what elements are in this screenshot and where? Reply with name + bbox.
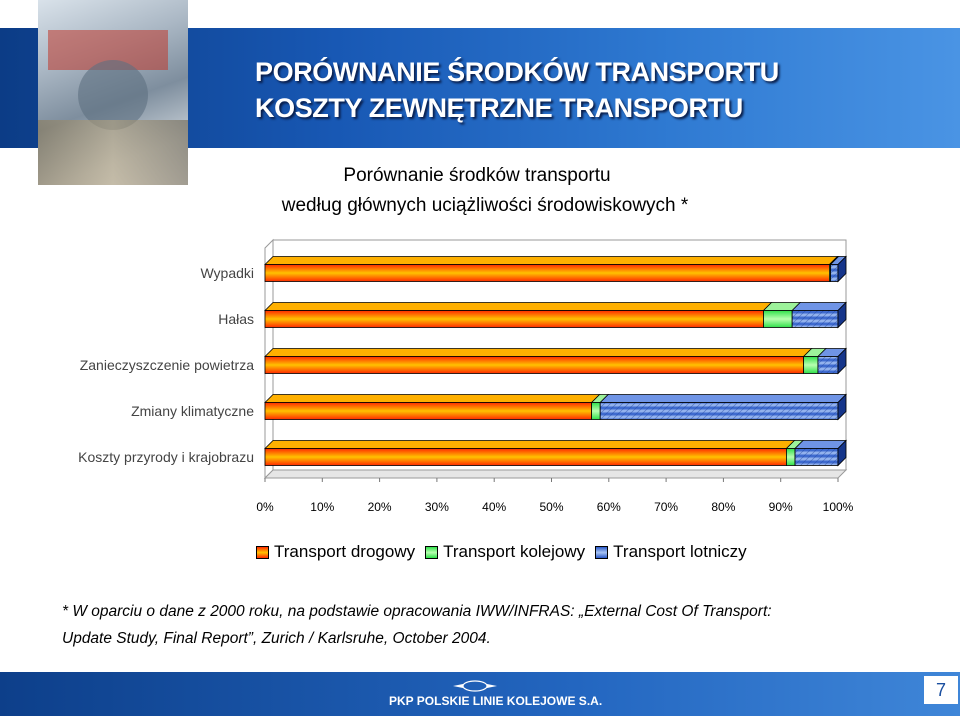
footnote-line2: Update Study, Final Report”, Zurich / Ka…	[62, 630, 491, 647]
legend-label-rail: Transport kolejowy	[443, 542, 586, 561]
footnote-line1: * W oparciu o dane z 2000 roku, na podst…	[62, 603, 772, 620]
bar-segment	[264, 402, 593, 420]
bar-segment	[599, 402, 839, 420]
pkp-logo-icon	[453, 680, 497, 692]
footer-bar: PKP POLSKIE LINIE KOLEJOWE S.A.	[0, 672, 960, 716]
bar-end-face	[837, 439, 847, 467]
bar-end-face	[837, 393, 847, 421]
bar-segment	[264, 356, 805, 374]
x-tick-label: 70%	[654, 500, 678, 514]
x-tick-label: 40%	[482, 500, 506, 514]
bar-segment	[817, 356, 839, 374]
x-tick-label: 80%	[711, 500, 735, 514]
category-label: Zmiany klimatyczne	[131, 403, 254, 419]
slide-subtitle: KOSZTY ZEWNĘTRZNE TRANSPORTU	[255, 93, 743, 123]
bar-segment	[264, 310, 764, 328]
bar-segment-top	[791, 302, 847, 311]
bar-segment	[763, 310, 793, 328]
bar-segment	[791, 310, 839, 328]
bar-segment	[264, 264, 830, 282]
bar-segment	[591, 402, 601, 420]
chart-title-line1: Porównanie środków transportu	[343, 165, 611, 186]
bar-segment-top	[264, 440, 796, 449]
bar-segment-top	[264, 256, 839, 265]
legend-label-air: Transport lotniczy	[613, 542, 747, 561]
header-photo-collage	[38, 0, 188, 185]
bar-segment-top	[264, 348, 813, 357]
x-tick-label: 60%	[597, 500, 621, 514]
x-tick-label: 100%	[823, 500, 854, 514]
bar-segment	[794, 448, 839, 466]
legend-label-road: Transport drogowy	[274, 542, 416, 561]
company-name: PKP POLSKIE LINIE KOLEJOWE S.A.	[389, 694, 603, 708]
x-tick-label: 10%	[310, 500, 334, 514]
category-label: Hałas	[218, 311, 254, 327]
bar-segment-top	[599, 394, 847, 403]
bar-end-face	[837, 255, 847, 283]
bar-segment-top	[794, 440, 847, 449]
category-label: Zanieczyszczenie powietrza	[80, 357, 255, 373]
bar-segment	[264, 448, 787, 466]
bar-segment-top	[264, 302, 773, 311]
bar-end-face	[837, 347, 847, 375]
legend-item-road: Transport drogowy	[256, 542, 415, 562]
bar-end-face	[837, 301, 847, 329]
x-tick-label: 0%	[256, 500, 274, 514]
category-label: Koszty przyrody i krajobrazu	[78, 449, 254, 465]
bar-segment	[786, 448, 796, 466]
x-tick-label: 30%	[425, 500, 449, 514]
bar-segment-top	[264, 394, 601, 403]
page-number: 7	[924, 676, 958, 704]
x-tick-label: 90%	[769, 500, 793, 514]
bar-segment	[803, 356, 819, 374]
chart-floor	[263, 469, 848, 479]
legend-swatch-rail	[425, 545, 439, 559]
legend-swatch-road	[256, 545, 269, 559]
bar-segment	[830, 264, 839, 282]
slide-title: PORÓWNANIE ŚRODKÓW TRANSPORTU	[255, 57, 779, 87]
legend-item-rail: Transport kolejowy	[425, 542, 585, 562]
legend-swatch-air	[595, 545, 609, 559]
x-tick-label: 20%	[368, 500, 392, 514]
chart-legend: Transport drogowy Transport kolejowy Tra…	[256, 541, 757, 563]
x-tick-label: 50%	[539, 500, 563, 514]
chart-title-line2: według głównych uciążliwości środowiskow…	[281, 195, 689, 216]
category-label: Wypadki	[200, 265, 254, 281]
legend-item-air: Transport lotniczy	[595, 542, 747, 562]
